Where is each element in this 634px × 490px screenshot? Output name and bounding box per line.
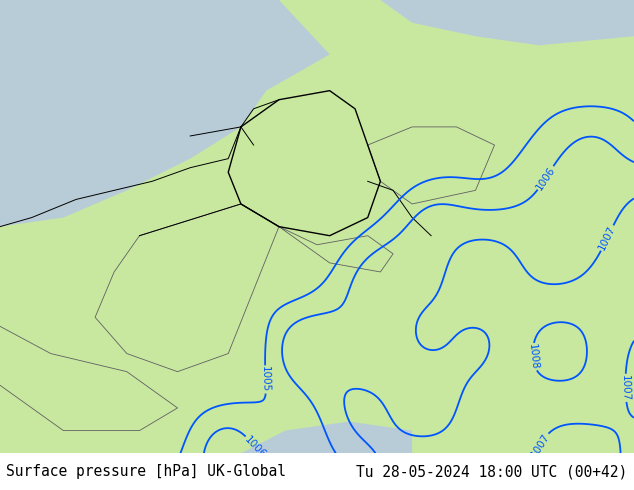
Polygon shape — [241, 421, 412, 453]
Text: 1006: 1006 — [534, 164, 557, 192]
Polygon shape — [0, 0, 330, 226]
Text: Surface pressure [hPa] UK-Global: Surface pressure [hPa] UK-Global — [6, 464, 287, 479]
Text: 1007: 1007 — [529, 431, 552, 459]
Text: Tu 28-05-2024 18:00 UTC (00+42): Tu 28-05-2024 18:00 UTC (00+42) — [356, 464, 628, 479]
Text: 1007: 1007 — [597, 224, 618, 252]
Text: 1007: 1007 — [620, 375, 631, 401]
Polygon shape — [380, 0, 634, 46]
Text: 1008: 1008 — [527, 343, 540, 370]
Text: 1006: 1006 — [243, 434, 268, 460]
Text: 1005: 1005 — [261, 366, 271, 392]
